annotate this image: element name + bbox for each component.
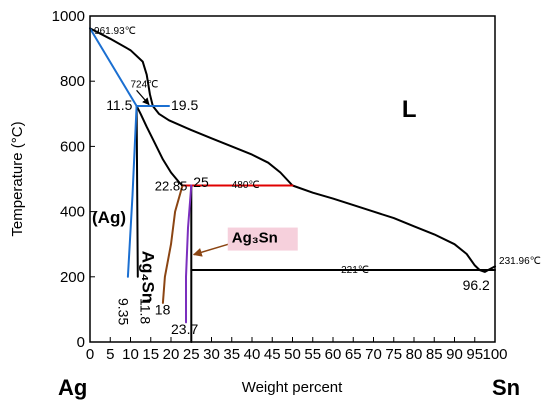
x-axis-title: Weight percent — [242, 379, 343, 396]
x-tick-label: 100 — [482, 346, 507, 363]
x-tick-label: 35 — [223, 346, 240, 363]
annotation-label: L — [402, 96, 417, 123]
x-tick-label: 0 — [86, 346, 94, 363]
y-tick-label: 0 — [77, 334, 85, 351]
annotation-label: 96.2 — [463, 277, 490, 293]
y-tick-label: 200 — [60, 269, 85, 286]
annotation-label: 221℃ — [341, 265, 369, 276]
ag3sn-arrow — [192, 243, 229, 257]
phase-line-2 — [135, 105, 139, 278]
x-tick-label: 40 — [244, 346, 261, 363]
annotation-highlight — [227, 227, 298, 251]
phase-line-10 — [185, 184, 193, 324]
annotation-label: 18 — [155, 301, 171, 317]
x-tick-label: 20 — [163, 346, 180, 363]
x-tick-label: 10 — [122, 346, 139, 363]
annotation-label: 9.35 — [115, 298, 131, 325]
annotation-label: 22.85 — [155, 178, 188, 193]
x-tick-label: 85 — [426, 346, 443, 363]
y-tick-label: 400 — [60, 204, 85, 221]
plot-background — [90, 16, 495, 342]
x-tick-label: 15 — [142, 346, 159, 363]
x-tick-label: 60 — [325, 346, 342, 363]
x-tick-label: 50 — [284, 346, 301, 363]
x-tick-label: 25 — [183, 346, 200, 363]
annotation-label: 19.5 — [171, 97, 198, 113]
y-tick-label: 800 — [60, 73, 85, 90]
x-tick-label: 65 — [345, 346, 362, 363]
phase-line-7 — [126, 105, 138, 278]
annotation-label: (Ag) — [92, 208, 126, 227]
phase-line-1 — [135, 105, 184, 187]
corner-label-sn: Sn — [492, 375, 520, 400]
annotation-label: 480℃ — [232, 180, 260, 191]
x-tick-label: 5 — [106, 346, 114, 363]
annotation-label: Ag₃Sn — [232, 230, 278, 247]
y-tick-label: 1000 — [52, 8, 85, 25]
x-tick-label: 45 — [264, 346, 281, 363]
corner-label-ag: Ag — [58, 375, 87, 400]
phase-line-9 — [161, 184, 184, 304]
annotation-label: 25 — [193, 174, 209, 190]
annotation-label: 11.8 — [138, 298, 154, 324]
phase-line-5 — [89, 27, 138, 107]
tick-layer: 0 5 10 15 20 25 30 35 40 45 50 55 60 65 70 75 80 85 90 95 10… — [52, 8, 508, 363]
annotation-label: 724℃ — [131, 80, 159, 91]
annotation-label: 11.5 — [106, 97, 132, 113]
annotation-label: 961.93℃ — [94, 26, 136, 37]
eutectic-temp-arrow — [136, 89, 150, 106]
x-tick-label: 75 — [385, 346, 402, 363]
x-tick-label: 95 — [466, 346, 483, 363]
series-layer — [89, 27, 496, 343]
x-tick-label: 80 — [406, 346, 423, 363]
x-tick-label: 55 — [304, 346, 321, 363]
annotation-label: 231.96℃ — [499, 256, 541, 267]
arrow-layer — [136, 89, 229, 257]
annotation-label: 23.7 — [171, 321, 198, 337]
y-tick-label: 600 — [60, 138, 85, 155]
x-tick-label: 30 — [203, 346, 220, 363]
x-tick-label: 90 — [446, 346, 463, 363]
annotation-layer: 961.93℃ 724℃ 11.5 19.5 L 22.85 25 480℃ (Ag) Ag₄Sn… — [92, 26, 541, 337]
x-tick-label: 70 — [365, 346, 382, 363]
y-axis-title: Temperature (°C) — [9, 121, 26, 236]
phase-line-0 — [89, 27, 496, 273]
annotation-label: Ag₄Sn — [139, 251, 158, 304]
